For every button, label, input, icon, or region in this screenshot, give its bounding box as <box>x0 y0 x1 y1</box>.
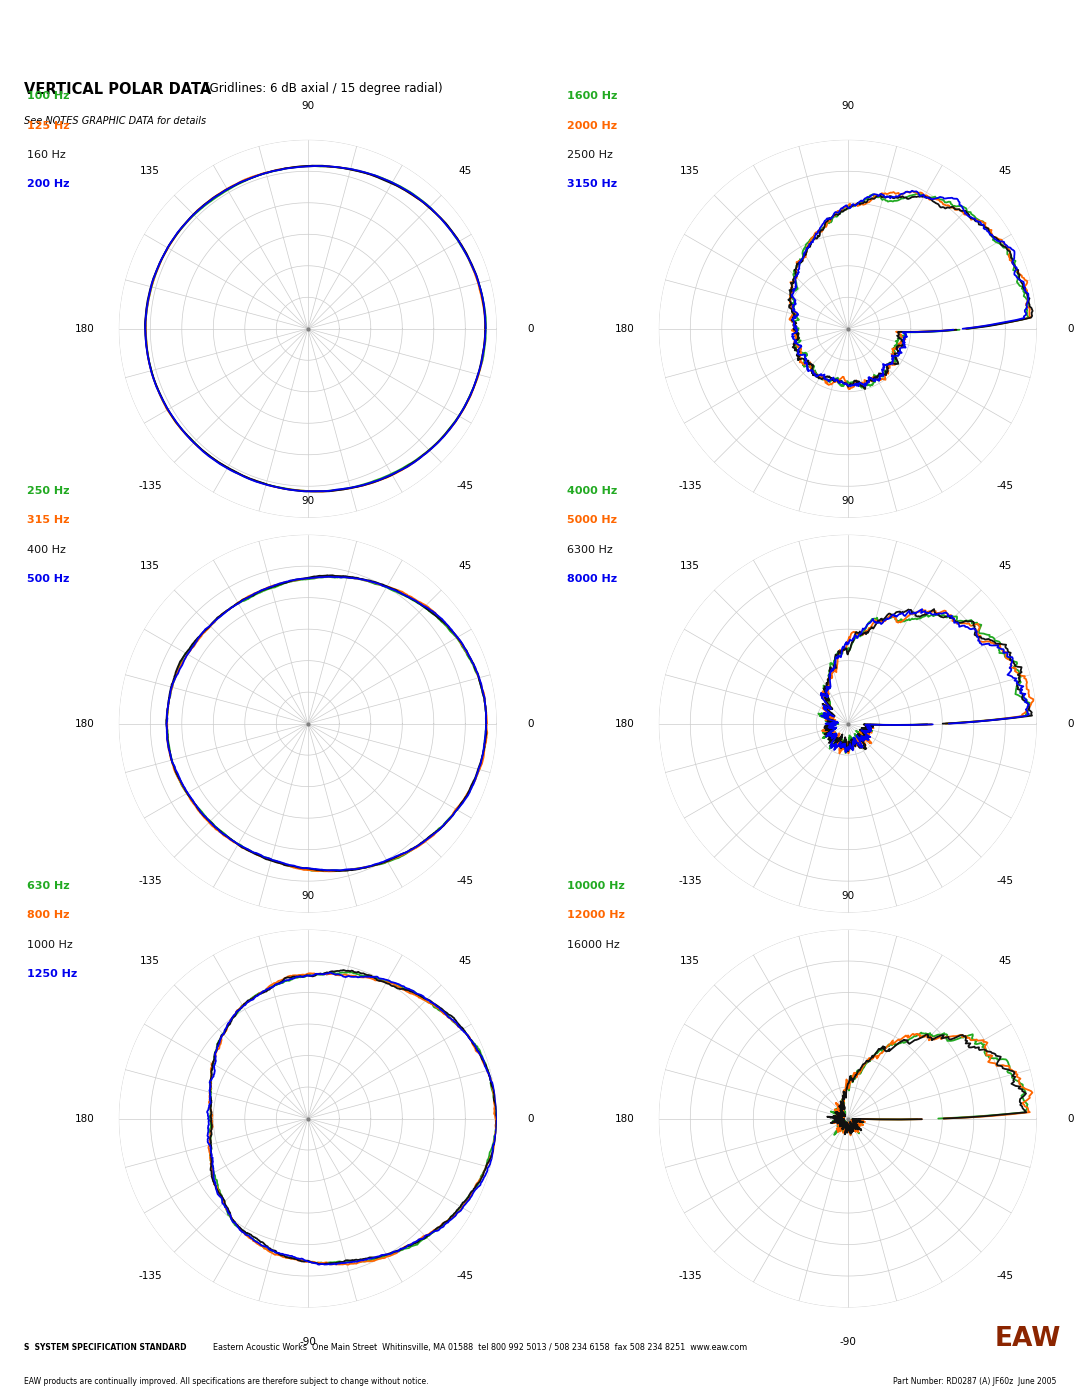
Text: Part Number: RD0287 (A) JF60z  June 2005: Part Number: RD0287 (A) JF60z June 2005 <box>893 1376 1056 1386</box>
Text: 10000 Hz: 10000 Hz <box>567 882 624 891</box>
Text: 800 Hz: 800 Hz <box>27 911 69 921</box>
Text: 135: 135 <box>680 562 700 571</box>
Text: -135: -135 <box>678 1271 702 1281</box>
Text: -90: -90 <box>299 1337 316 1347</box>
Text: 2500 Hz: 2500 Hz <box>567 149 612 159</box>
Text: 90: 90 <box>841 496 854 506</box>
Text: 500 Hz: 500 Hz <box>27 574 69 584</box>
Text: 1000 Hz: 1000 Hz <box>27 940 72 950</box>
Text: 45: 45 <box>459 956 472 965</box>
Text: 200 Hz: 200 Hz <box>27 179 69 189</box>
Text: 45: 45 <box>999 166 1012 176</box>
Text: -135: -135 <box>678 482 702 492</box>
Text: 100 Hz: 100 Hz <box>27 91 69 101</box>
Text: 135: 135 <box>680 956 700 965</box>
Text: 90: 90 <box>301 496 314 506</box>
Text: 180: 180 <box>615 1113 635 1123</box>
Text: -45: -45 <box>457 482 474 492</box>
Text: 45: 45 <box>459 562 472 571</box>
Text: 400 Hz: 400 Hz <box>27 545 66 555</box>
Text: -90: -90 <box>299 546 316 557</box>
Text: J F 6 0 z   S p e c i f i c a t i o n s: J F 6 0 z S p e c i f i c a t i o n s <box>24 28 462 47</box>
Text: 1600 Hz: 1600 Hz <box>567 91 618 101</box>
Text: See NOTES GRAPHIC DATA for details: See NOTES GRAPHIC DATA for details <box>24 116 206 126</box>
Text: -45: -45 <box>997 1271 1014 1281</box>
Text: EAW products are continually improved. All specifications are therefore subject : EAW products are continually improved. A… <box>24 1376 429 1386</box>
Text: 135: 135 <box>140 166 160 176</box>
Text: 90: 90 <box>301 890 314 901</box>
Text: 135: 135 <box>140 956 160 965</box>
Text: 3150 Hz: 3150 Hz <box>567 179 617 189</box>
Text: 45: 45 <box>999 956 1012 965</box>
Text: -90: -90 <box>839 546 856 557</box>
Text: Eastern Acoustic Works  One Main Street  Whitinsville, MA 01588  tel 800 992 501: Eastern Acoustic Works One Main Street W… <box>213 1343 747 1351</box>
Text: -90: -90 <box>839 1337 856 1347</box>
Text: -45: -45 <box>457 1271 474 1281</box>
Text: 12000 Hz: 12000 Hz <box>567 911 625 921</box>
Text: group · J: group · J <box>923 24 1056 52</box>
Text: -90: -90 <box>299 942 316 951</box>
Text: 0: 0 <box>1067 1113 1075 1123</box>
Text: -45: -45 <box>997 876 1014 886</box>
Text: 315 Hz: 315 Hz <box>27 515 69 525</box>
Text: -45: -45 <box>997 482 1014 492</box>
Text: 16000 Hz: 16000 Hz <box>567 940 620 950</box>
Text: -135: -135 <box>138 1271 162 1281</box>
Text: 90: 90 <box>841 101 854 110</box>
Text: 135: 135 <box>680 166 700 176</box>
Text: 1250 Hz: 1250 Hz <box>27 970 78 979</box>
Text: -90: -90 <box>839 942 856 951</box>
Text: 180: 180 <box>75 718 95 729</box>
Text: VERTICAL POLAR DATA: VERTICAL POLAR DATA <box>24 82 211 96</box>
Text: 180: 180 <box>615 718 635 729</box>
Text: 180: 180 <box>75 324 95 334</box>
Text: S  SYSTEM SPECIFICATION STANDARD: S SYSTEM SPECIFICATION STANDARD <box>24 1343 186 1351</box>
Text: 125 Hz: 125 Hz <box>27 120 69 130</box>
Text: 45: 45 <box>999 562 1012 571</box>
Text: 5000 Hz: 5000 Hz <box>567 515 617 525</box>
Text: 90: 90 <box>301 101 314 110</box>
Text: 160 Hz: 160 Hz <box>27 149 66 159</box>
Text: 0: 0 <box>527 718 535 729</box>
Text: 630 Hz: 630 Hz <box>27 882 69 891</box>
Text: -135: -135 <box>678 876 702 886</box>
Text: (Gridlines: 6 dB axial / 15 degree radial): (Gridlines: 6 dB axial / 15 degree radia… <box>205 82 443 95</box>
Text: 180: 180 <box>75 1113 95 1123</box>
Text: 0: 0 <box>527 324 535 334</box>
Text: -45: -45 <box>457 876 474 886</box>
Text: 6300 Hz: 6300 Hz <box>567 545 612 555</box>
Text: 0: 0 <box>1067 324 1075 334</box>
Text: 4000 Hz: 4000 Hz <box>567 486 618 496</box>
Text: -135: -135 <box>138 876 162 886</box>
Text: 2000 Hz: 2000 Hz <box>567 120 617 130</box>
Text: 0: 0 <box>1067 718 1075 729</box>
Text: 0: 0 <box>527 1113 535 1123</box>
Text: -135: -135 <box>138 482 162 492</box>
Text: 135: 135 <box>140 562 160 571</box>
Text: 250 Hz: 250 Hz <box>27 486 69 496</box>
Text: 8000 Hz: 8000 Hz <box>567 574 617 584</box>
Text: 180: 180 <box>615 324 635 334</box>
Text: EAW: EAW <box>995 1326 1061 1352</box>
Text: 90: 90 <box>841 890 854 901</box>
Text: 45: 45 <box>459 166 472 176</box>
